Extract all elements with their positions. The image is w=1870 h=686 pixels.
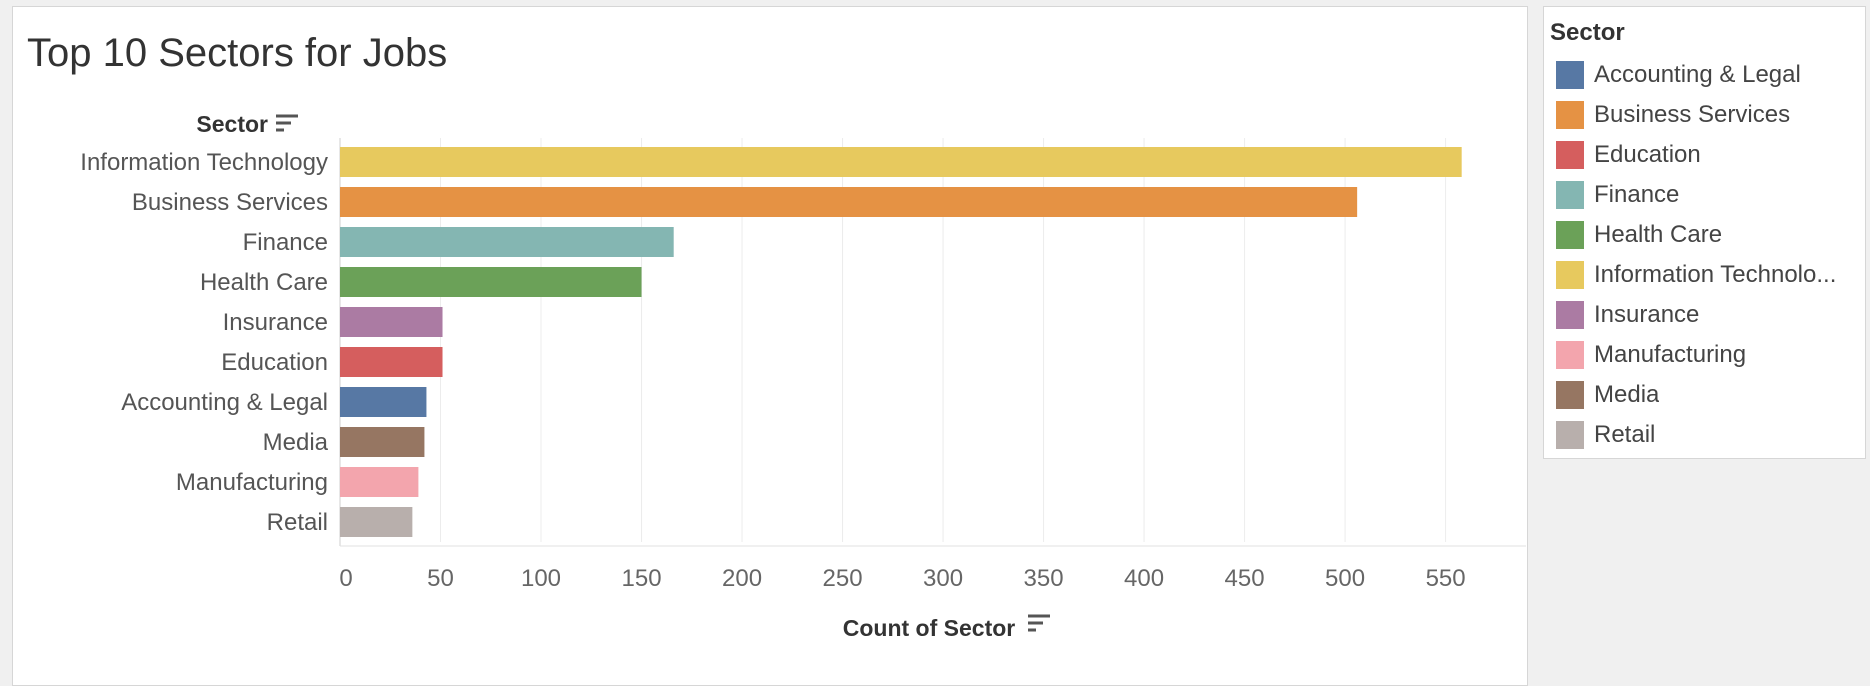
category-label: Finance: [243, 229, 328, 256]
legend-item[interactable]: Business Services: [1556, 95, 1836, 135]
legend-title: Sector: [1550, 19, 1625, 46]
legend-label: Manufacturing: [1594, 341, 1747, 368]
x-tick-label: 250: [823, 565, 863, 592]
legend-swatch: [1556, 421, 1584, 449]
legend-swatch: [1556, 61, 1584, 89]
chart-title: Top 10 Sectors for Jobs: [27, 31, 448, 75]
chart-panel: Top 10 Sectors for Jobs: [12, 6, 1528, 686]
sort-icon: [276, 114, 298, 132]
legend-label: Health Care: [1594, 221, 1723, 248]
legend-label: Retail: [1594, 421, 1656, 448]
legend-item[interactable]: Retail: [1556, 415, 1836, 455]
x-tick-label: 100: [521, 565, 561, 592]
x-axis-title: Count of Sector: [843, 615, 1016, 641]
bar: [340, 227, 674, 257]
legend-label: Information Technolo...: [1594, 261, 1837, 288]
bar: [340, 467, 419, 497]
legend-item[interactable]: Manufacturing: [1556, 335, 1836, 375]
bar: [340, 347, 443, 377]
x-tick-label: 350: [1024, 565, 1064, 592]
category-label: Education: [221, 349, 328, 376]
legend-swatch: [1556, 181, 1584, 209]
legend-swatch: [1556, 341, 1584, 369]
x-tick-label: 50: [427, 565, 454, 592]
category-label: Information Technology: [80, 149, 328, 176]
x-tick-label: 450: [1225, 565, 1265, 592]
legend-swatch: [1556, 221, 1584, 249]
bar: [340, 187, 1358, 217]
category-label: Business Services: [132, 189, 328, 216]
legend-list: Accounting & Legal Business Services Educa…: [1556, 55, 1836, 455]
legend-swatch: [1556, 101, 1584, 129]
category-label: Insurance: [223, 309, 328, 336]
x-tick-label: 500: [1325, 565, 1365, 592]
legend-panel: Sector Accounting & Legal Business Servic…: [1543, 6, 1866, 459]
legend-swatch: [1556, 141, 1584, 169]
bar: [340, 507, 413, 537]
legend-item[interactable]: Information Technolo...: [1556, 255, 1836, 295]
y-axis-title: Sector: [196, 111, 268, 137]
category-label: Media: [263, 429, 329, 456]
legend-item[interactable]: Finance: [1556, 175, 1836, 215]
x-tick-label: 550: [1426, 565, 1466, 592]
x-tick-label: 400: [1124, 565, 1164, 592]
legend-label: Business Services: [1594, 101, 1791, 128]
category-label: Manufacturing: [176, 469, 328, 496]
bar-chart: Information Technology Business Services F…: [80, 111, 1526, 641]
bar: [340, 147, 1462, 177]
legend-swatch: [1556, 301, 1584, 329]
legend-label: Media: [1594, 381, 1660, 408]
legend-item[interactable]: Insurance: [1556, 295, 1836, 335]
legend-label: Accounting & Legal: [1594, 61, 1801, 88]
x-tick-label: 200: [722, 565, 762, 592]
x-tick-label: 300: [923, 565, 963, 592]
legend-swatch: [1556, 261, 1584, 289]
legend-item[interactable]: Education: [1556, 135, 1836, 175]
category-label: Accounting & Legal: [121, 389, 328, 416]
legend-label: Education: [1594, 141, 1701, 168]
legend-item[interactable]: Health Care: [1556, 215, 1836, 255]
category-label: Retail: [267, 509, 328, 536]
bar: [340, 307, 443, 337]
sort-icon: [1028, 614, 1050, 632]
legend-label: Insurance: [1594, 301, 1700, 328]
legend-swatch: [1556, 381, 1584, 409]
category-label: Health Care: [200, 269, 328, 296]
bar: [340, 427, 425, 457]
x-tick-label: 150: [622, 565, 662, 592]
legend-label: Finance: [1594, 181, 1680, 208]
legend-item[interactable]: Accounting & Legal: [1556, 55, 1836, 95]
legend-item[interactable]: Media: [1556, 375, 1836, 415]
x-tick-label: 0: [339, 565, 352, 592]
bar: [340, 267, 642, 297]
bar: [340, 387, 427, 417]
